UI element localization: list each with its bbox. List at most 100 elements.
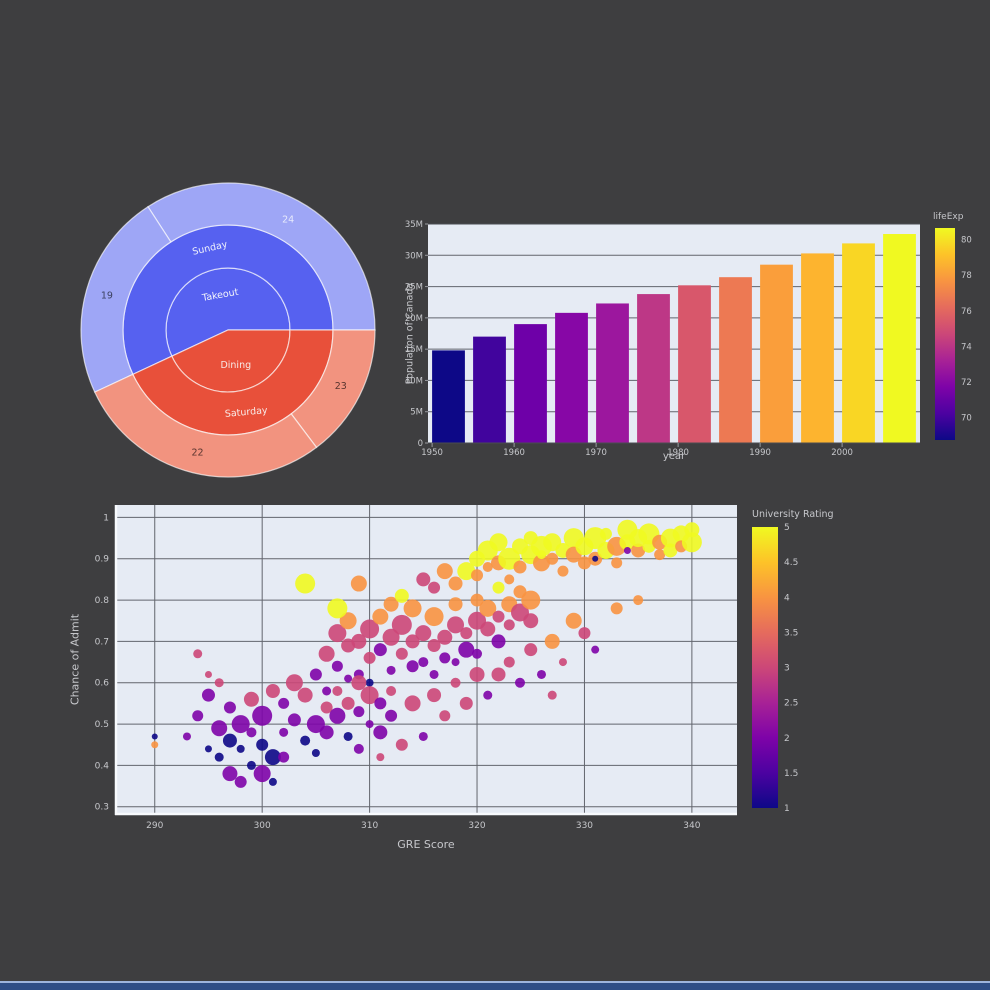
bubble[interactable] bbox=[246, 760, 256, 770]
bubble-chart[interactable]: 290 300 310 320 330 340 0.3 0.4 0.5 0.6 0.7 0.8 0.9 1… bbox=[95, 505, 799, 831]
bubble[interactable] bbox=[365, 720, 374, 729]
bar[interactable] bbox=[432, 350, 465, 443]
bubble[interactable] bbox=[681, 532, 702, 553]
bubble[interactable] bbox=[491, 667, 506, 682]
bubble[interactable] bbox=[365, 678, 374, 687]
bubble[interactable] bbox=[492, 610, 505, 623]
bubble[interactable] bbox=[222, 766, 238, 782]
bubble[interactable] bbox=[328, 624, 347, 643]
bubble[interactable] bbox=[415, 625, 432, 642]
bubble[interactable] bbox=[460, 627, 473, 640]
bubble[interactable] bbox=[428, 581, 441, 594]
bubble[interactable] bbox=[287, 713, 301, 727]
bubble[interactable] bbox=[424, 607, 444, 627]
bubble[interactable] bbox=[395, 647, 408, 660]
bubble[interactable] bbox=[427, 688, 442, 703]
bubble[interactable] bbox=[536, 550, 546, 560]
bar-chart[interactable]: 0 5M 10M 15M 20M 25M 30M 35M 1950 1960 1970 1980 199… bbox=[405, 220, 972, 458]
bubble[interactable] bbox=[663, 543, 678, 558]
bubble[interactable] bbox=[231, 715, 250, 734]
bubble[interactable] bbox=[264, 749, 281, 766]
bubble[interactable] bbox=[265, 684, 280, 698]
bar-colorbar[interactable] bbox=[935, 228, 955, 440]
bubble[interactable] bbox=[523, 613, 539, 629]
bubble[interactable] bbox=[353, 743, 364, 754]
bubble[interactable] bbox=[201, 688, 215, 702]
bubble[interactable] bbox=[391, 614, 412, 635]
bubble[interactable] bbox=[610, 602, 623, 615]
bubble[interactable] bbox=[448, 576, 463, 591]
bubble[interactable] bbox=[319, 725, 334, 740]
bubble[interactable] bbox=[565, 612, 582, 629]
bubble[interactable] bbox=[236, 744, 245, 753]
bubble[interactable] bbox=[297, 687, 313, 703]
bubble[interactable] bbox=[406, 660, 419, 673]
bubble[interactable] bbox=[482, 562, 493, 572]
bubble[interactable] bbox=[513, 560, 527, 574]
bubble[interactable] bbox=[514, 677, 525, 688]
bubble[interactable] bbox=[373, 725, 388, 740]
bubble[interactable] bbox=[360, 619, 380, 639]
bubble[interactable] bbox=[611, 557, 623, 569]
bubble[interactable] bbox=[480, 621, 496, 637]
bubble[interactable] bbox=[339, 612, 357, 630]
bubble[interactable] bbox=[252, 705, 273, 726]
bubble[interactable] bbox=[578, 627, 591, 640]
bubble[interactable] bbox=[418, 657, 429, 668]
bubble[interactable] bbox=[558, 658, 567, 667]
bubble[interactable] bbox=[223, 701, 236, 714]
bubble[interactable] bbox=[193, 649, 203, 659]
bubble[interactable] bbox=[374, 697, 387, 710]
bubble[interactable] bbox=[405, 634, 420, 649]
bubble[interactable] bbox=[300, 735, 311, 746]
bubble[interactable] bbox=[459, 696, 473, 710]
bar-plot-area[interactable] bbox=[428, 224, 920, 443]
bubble[interactable] bbox=[318, 645, 335, 662]
sunburst-segment[interactable] bbox=[147, 182, 376, 331]
bubble[interactable] bbox=[329, 707, 346, 724]
bubble[interactable] bbox=[268, 777, 277, 786]
bubble[interactable] bbox=[385, 709, 398, 722]
bubble[interactable] bbox=[285, 674, 303, 692]
bubble[interactable] bbox=[332, 686, 343, 696]
bubble[interactable] bbox=[278, 751, 290, 763]
bubble[interactable] bbox=[363, 651, 376, 664]
bubble[interactable] bbox=[386, 686, 397, 696]
bubble[interactable] bbox=[439, 710, 451, 722]
bar[interactable] bbox=[842, 243, 875, 443]
bubble[interactable] bbox=[395, 738, 408, 751]
sunburst-segment[interactable] bbox=[93, 373, 318, 478]
bubble[interactable] bbox=[483, 690, 493, 700]
bubble[interactable] bbox=[351, 633, 367, 649]
bubble[interactable] bbox=[309, 668, 322, 681]
sunburst-segment[interactable] bbox=[80, 205, 172, 393]
bubble[interactable] bbox=[448, 597, 463, 612]
bubble[interactable] bbox=[151, 741, 159, 749]
bubble[interactable] bbox=[623, 546, 631, 554]
bubble[interactable] bbox=[404, 695, 421, 712]
bubble[interactable] bbox=[684, 522, 700, 538]
bubble[interactable] bbox=[204, 745, 212, 753]
bubble[interactable] bbox=[544, 633, 560, 649]
bubble[interactable] bbox=[322, 686, 332, 696]
bubble[interactable] bbox=[654, 549, 666, 561]
bubble[interactable] bbox=[458, 641, 475, 658]
bubble[interactable] bbox=[521, 590, 541, 610]
bubble[interactable] bbox=[372, 608, 389, 625]
bubble[interactable] bbox=[418, 731, 428, 741]
bubble[interactable] bbox=[341, 696, 355, 710]
bubble[interactable] bbox=[447, 616, 465, 634]
bubble[interactable] bbox=[327, 598, 348, 619]
bubble[interactable] bbox=[343, 731, 353, 741]
bubble[interactable] bbox=[383, 596, 399, 612]
bar[interactable] bbox=[555, 312, 588, 443]
bubble[interactable] bbox=[471, 569, 484, 582]
bubble[interactable] bbox=[278, 697, 290, 709]
bubble[interactable] bbox=[234, 775, 247, 788]
bar[interactable] bbox=[514, 324, 547, 443]
bubble[interactable] bbox=[306, 715, 325, 734]
bubble[interactable] bbox=[382, 628, 400, 646]
bubble[interactable] bbox=[320, 701, 333, 714]
bubble[interactable] bbox=[279, 727, 289, 737]
